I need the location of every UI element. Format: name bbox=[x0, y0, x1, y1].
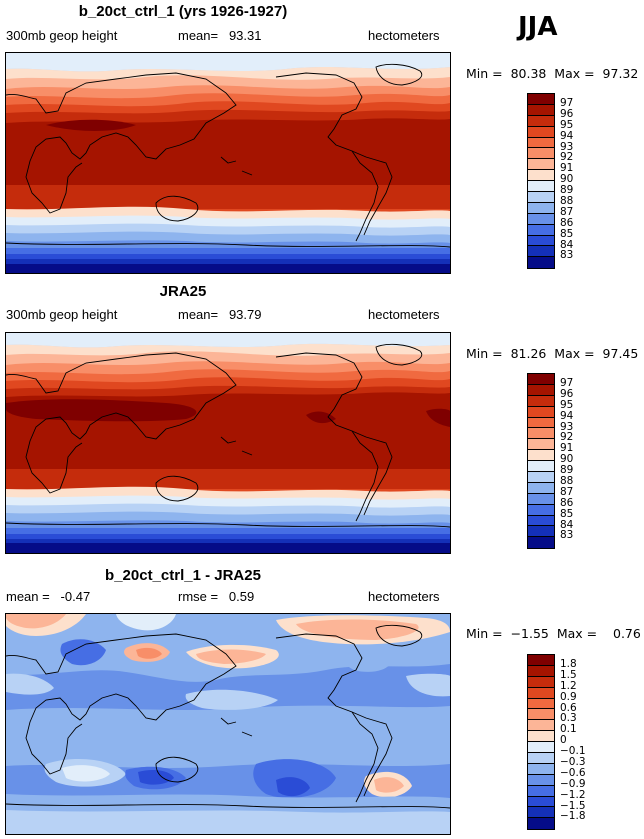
colorbar-tick-label: 95 bbox=[560, 398, 574, 411]
panel-1-contour-field bbox=[6, 53, 450, 273]
panel-3-colorbar bbox=[527, 654, 555, 830]
panel-2-map bbox=[5, 332, 451, 554]
colorbar-tick-label: 90 bbox=[560, 173, 574, 186]
colorbar-tick-label: −1.2 bbox=[560, 788, 586, 801]
colorbar-tick-label: 88 bbox=[560, 195, 574, 208]
colorbar-tick-label: 88 bbox=[560, 475, 574, 488]
colorbar-tick-label: 83 bbox=[560, 529, 574, 542]
panel-2-colorbar bbox=[527, 373, 555, 549]
colorbar-tick-label: 93 bbox=[560, 420, 574, 433]
panel-3-contour-field bbox=[6, 614, 450, 834]
colorbar-tick-label: 0.6 bbox=[560, 701, 577, 714]
colorbar-tick-label: 91 bbox=[560, 442, 574, 455]
panel-3-minmax: Min = −1.55 Max = 0.76 bbox=[466, 626, 641, 641]
panel-1-title: b_20ct_ctrl_1 (yrs 1926-1927) bbox=[78, 3, 288, 20]
colorbar-tick-label: 0 bbox=[560, 734, 567, 747]
panel-3-colorbar-labels: 1.8 1.5 1.2 0.9 0.6 0.3 0.1 0 −0.1 −0.3 … bbox=[560, 659, 604, 822]
colorbar-tick-label: 96 bbox=[560, 387, 574, 400]
colorbar-tick-label: 95 bbox=[560, 118, 574, 131]
panel-3-rmse: rmse = 0.59 bbox=[178, 589, 255, 604]
panel-2-variable: 300mb geop height bbox=[6, 307, 118, 322]
colorbar-tick-label: 1.5 bbox=[560, 668, 577, 681]
colorbar-tick-label: 86 bbox=[560, 216, 574, 229]
panel-2-mean: mean= 93.79 bbox=[178, 307, 262, 322]
panel-1-map bbox=[5, 52, 451, 274]
colorbar-tick-label: 87 bbox=[560, 485, 574, 498]
colorbar-tick-label: −0.1 bbox=[560, 745, 586, 758]
panel-2-units: hectometers bbox=[368, 307, 440, 322]
panel-1-mean: mean= 93.31 bbox=[178, 28, 262, 43]
panel-2-colorbar-labels: 97 96 95 94 93 92 91 90 89 88 87 86 85 8… bbox=[560, 378, 600, 541]
panel-1-minmax: Min = 80.38 Max = 97.32 bbox=[466, 66, 639, 81]
colorbar-tick-label: −0.6 bbox=[560, 766, 586, 779]
colorbar-tick-label: 87 bbox=[560, 205, 574, 218]
colorbar-tick-label: 0.1 bbox=[560, 723, 577, 736]
colorbar-tick-label: 94 bbox=[560, 409, 574, 422]
panel-3-title: b_20ct_ctrl_1 - JRA25 bbox=[105, 567, 261, 584]
colorbar-tick-label: −1.8 bbox=[560, 810, 586, 823]
colorbar-tick-label: 83 bbox=[560, 249, 574, 262]
colorbar-tick-label: 93 bbox=[560, 140, 574, 153]
colorbar-tick-label: 97 bbox=[560, 97, 574, 109]
colorbar-tick-label: 1.2 bbox=[560, 679, 577, 692]
panel-1-colorbar-labels: 97 96 95 94 93 92 91 90 89 88 87 86 85 8… bbox=[560, 98, 600, 261]
colorbar-tick-label: 85 bbox=[560, 227, 574, 240]
season-label: JJA bbox=[518, 12, 558, 42]
panel-3-mean: mean = -0.47 bbox=[6, 589, 91, 604]
colorbar-tick-label: 94 bbox=[560, 129, 574, 142]
colorbar-tick-label: 89 bbox=[560, 464, 574, 477]
colorbar-tick-label: 96 bbox=[560, 107, 574, 120]
colorbar-tick-label: 84 bbox=[560, 518, 574, 531]
colorbar-tick-label: 92 bbox=[560, 151, 574, 164]
colorbar-tick-label: 90 bbox=[560, 453, 574, 466]
panel-3-map bbox=[5, 613, 451, 835]
colorbar-tick-label: 89 bbox=[560, 184, 574, 197]
panel-1-variable: 300mb geop height bbox=[6, 28, 118, 43]
colorbar-tick-label: −0.3 bbox=[560, 756, 586, 769]
colorbar-tick-label: 97 bbox=[560, 377, 574, 389]
colorbar-tick-label: 91 bbox=[560, 162, 574, 175]
panel-3-units: hectometers bbox=[368, 589, 440, 604]
colorbar-tick-label: 1.8 bbox=[560, 658, 577, 670]
panel-1-colorbar bbox=[527, 93, 555, 269]
colorbar-tick-label: 84 bbox=[560, 238, 574, 251]
panel-2-contour-field bbox=[6, 333, 450, 553]
colorbar-tick-label: 0.3 bbox=[560, 712, 577, 725]
colorbar-tick-label: 0.9 bbox=[560, 690, 577, 703]
colorbar-tick-label: 85 bbox=[560, 507, 574, 520]
panel-2-minmax: Min = 81.26 Max = 97.45 bbox=[466, 346, 639, 361]
panel-2-title: JRA25 bbox=[159, 283, 207, 300]
panel-1-units: hectometers bbox=[368, 28, 440, 43]
colorbar-tick-label: 86 bbox=[560, 496, 574, 509]
colorbar-tick-label: 92 bbox=[560, 431, 574, 444]
colorbar-tick-label: −1.5 bbox=[560, 799, 586, 812]
colorbar-tick-label: −0.9 bbox=[560, 777, 586, 790]
